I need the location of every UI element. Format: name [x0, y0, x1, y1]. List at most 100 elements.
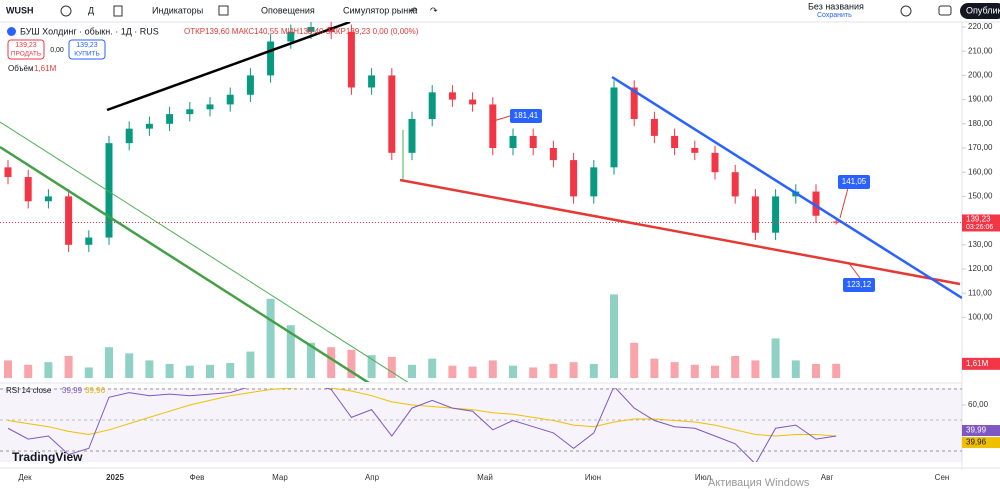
- volume-bar: [387, 356, 396, 378]
- time-label: Фев: [190, 473, 205, 482]
- volume-bar: [690, 364, 699, 378]
- volume-bar: [185, 365, 194, 378]
- volume-bar: [832, 363, 841, 378]
- candle-body: [44, 196, 52, 202]
- interval[interactable]: Д: [88, 5, 94, 15]
- candle-body: [408, 118, 416, 153]
- templates[interactable]: [218, 5, 229, 16]
- time-label: Май: [477, 473, 493, 482]
- volume-bar: [711, 365, 719, 378]
- candle-body: [610, 87, 618, 168]
- volume-bar: [4, 360, 12, 378]
- volume-bar: [549, 363, 558, 378]
- time-label: Авг: [821, 473, 834, 482]
- volume-bar: [812, 363, 820, 378]
- candle-body: [570, 160, 578, 197]
- publish-button[interactable]: [960, 3, 1000, 19]
- candle-body: [267, 41, 275, 76]
- volume-bar: [468, 366, 477, 378]
- volume-bar: [286, 325, 295, 378]
- buy-button[interactable]: [68, 39, 106, 60]
- candle-body: [388, 75, 396, 153]
- price-tick-label: 170,00: [968, 143, 993, 152]
- price-note[interactable]: [510, 109, 542, 123]
- toolbar: [0, 0, 1000, 22]
- indicators-button[interactable]: Индикаторы: [152, 5, 203, 15]
- layout-name[interactable]: Без названия: [808, 1, 864, 11]
- candle-body: [671, 135, 679, 148]
- candle-body: [812, 191, 820, 216]
- volume-bar: [791, 360, 800, 378]
- price-tick-label: 120,00: [968, 264, 993, 273]
- candle-body: [85, 237, 93, 245]
- undo[interactable]: ↶: [410, 5, 418, 15]
- volume-bar: [428, 358, 437, 378]
- replay-button[interactable]: Симулятор рынка: [343, 5, 417, 15]
- candle-body: [145, 123, 153, 129]
- rsi-band: [0, 388, 962, 462]
- candle-body: [166, 114, 174, 124]
- candle-body: [307, 27, 315, 32]
- rsi-ma-line: [7, 388, 837, 437]
- sell-button[interactable]: [7, 39, 45, 60]
- volume-bar: [731, 356, 740, 378]
- sell-label: ПРОДАТЬ: [11, 51, 41, 58]
- trend-line[interactable]: [0, 121, 420, 390]
- trend-line[interactable]: [399, 178, 961, 286]
- trend-line[interactable]: [106, 22, 351, 112]
- candle-body: [24, 177, 32, 202]
- volume-bar: [529, 367, 538, 378]
- symbol-logo: [7, 27, 16, 36]
- price-tick-label: 210,00: [968, 46, 993, 55]
- candle-body: [469, 99, 477, 105]
- price-tick-label: 130,00: [968, 240, 993, 249]
- volume-bar: [569, 362, 578, 378]
- symbol-search[interactable]: WUSH: [6, 5, 34, 15]
- candle-body: [489, 104, 497, 148]
- time-axis: Дек 2025 Фев Мар Апр Май Июн Июл Авг Сен: [18, 473, 949, 482]
- rsi-ma-badge: [962, 437, 1000, 449]
- settings[interactable]: [900, 5, 912, 17]
- volume-bar: [266, 298, 275, 378]
- volume-bar: [488, 360, 497, 378]
- volume-value: 1,61M: [34, 64, 57, 73]
- volume-bar: [630, 342, 639, 378]
- volume-bar: [145, 360, 154, 378]
- candle-body: [206, 104, 214, 110]
- drawings: [0, 22, 962, 390]
- time-label: Июн: [585, 473, 601, 482]
- volume-bar: [307, 342, 315, 378]
- candle-body: [731, 172, 739, 197]
- alerts-button[interactable]: Оповещения: [261, 5, 315, 15]
- candle-body: [711, 152, 719, 173]
- price-note[interactable]: [838, 175, 870, 189]
- candle-body: [650, 118, 658, 136]
- price-tick-label: 200,00: [968, 71, 993, 80]
- time-label: Дек: [18, 473, 32, 482]
- add-symbol[interactable]: [60, 5, 72, 17]
- volume-bar: [670, 362, 679, 378]
- candle-body: [226, 94, 234, 105]
- candle-body: [4, 167, 12, 178]
- trend-line[interactable]: [611, 75, 962, 300]
- candle-body: [246, 75, 254, 95]
- volume-bar: [367, 355, 376, 378]
- candle-body: [368, 75, 376, 88]
- redo[interactable]: ↷: [430, 5, 438, 15]
- price-tick-label: 220,00: [968, 22, 993, 31]
- trend-line[interactable]: [0, 145, 380, 390]
- candle-body: [832, 221, 840, 223]
- snapshot[interactable]: [938, 5, 952, 16]
- volume-bar: [84, 367, 93, 378]
- chart-type[interactable]: [113, 5, 123, 17]
- price-note-label: 123,12: [847, 280, 872, 289]
- last-price-label: 139,23: [966, 215, 991, 224]
- price-tick-label: 190,00: [968, 95, 993, 104]
- buy-price: 139,23: [76, 42, 98, 49]
- rsi-tick-label: 60,00: [968, 400, 989, 409]
- volume-bar: [125, 353, 134, 378]
- rsi-badge-label: 39,99: [966, 426, 987, 435]
- volume-bar: [105, 347, 113, 378]
- price-note[interactable]: [843, 278, 875, 292]
- candle-body: [105, 143, 113, 238]
